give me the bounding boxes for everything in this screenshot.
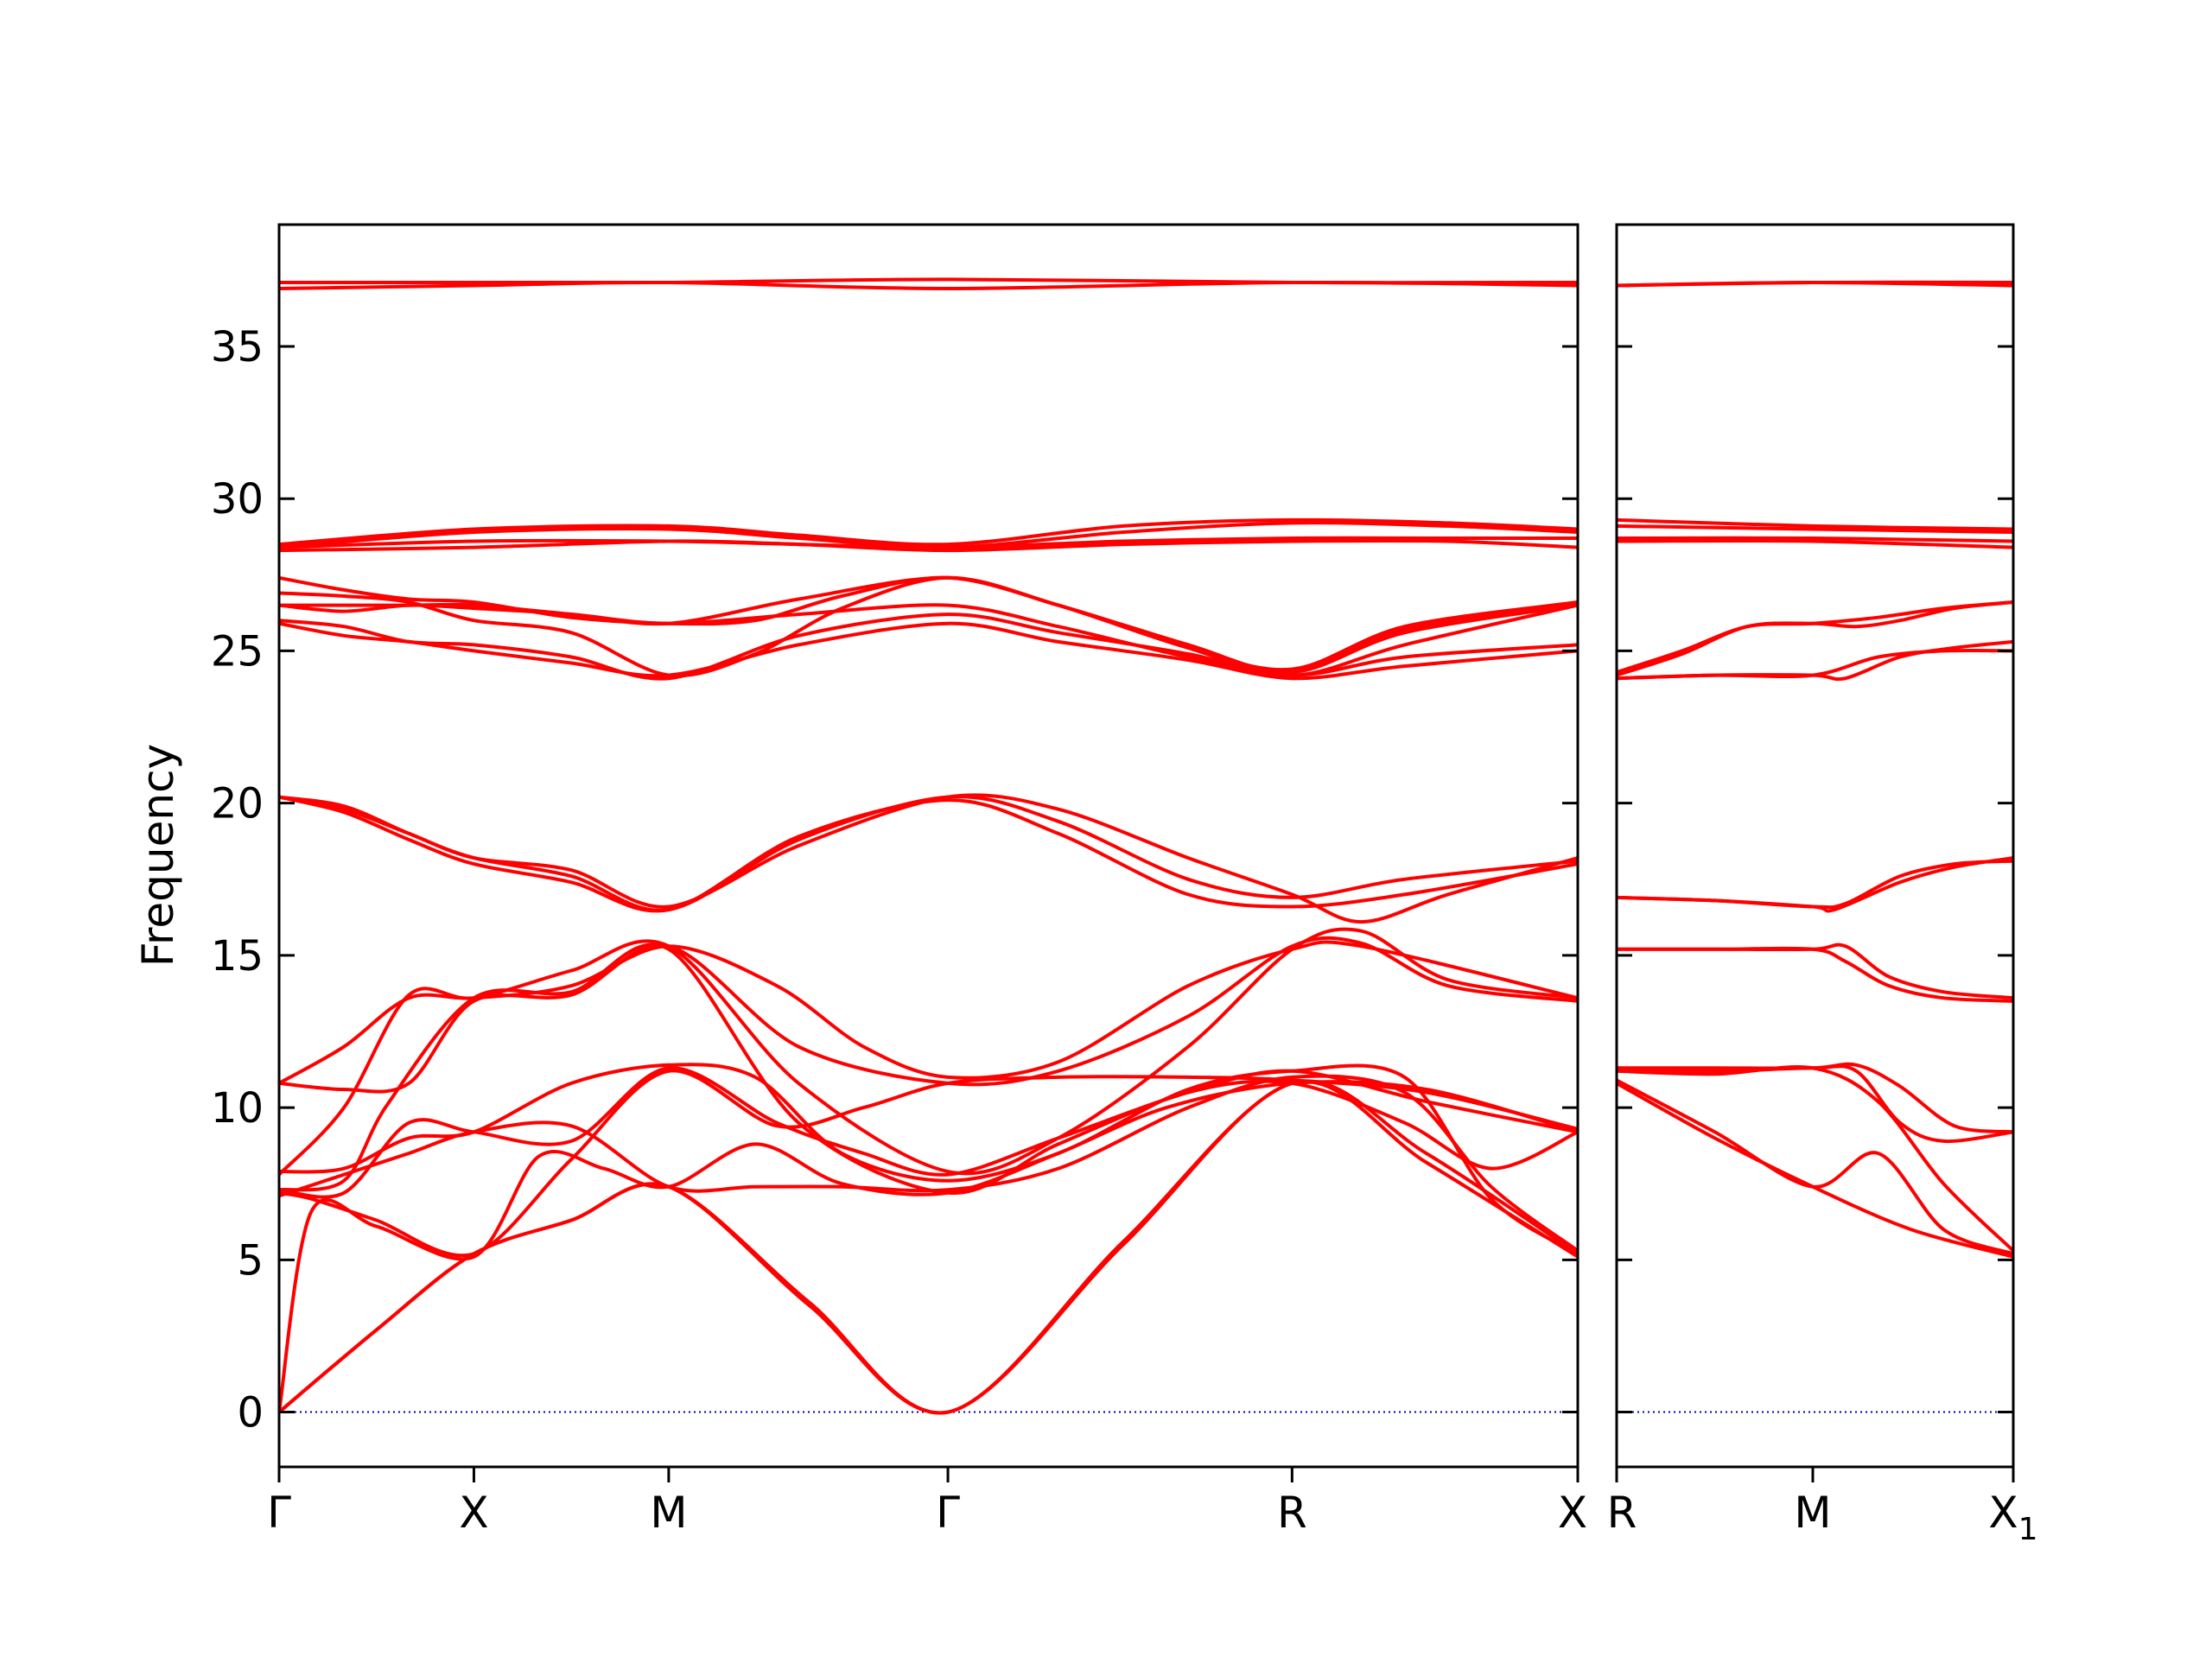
band-line-1 [1617, 1081, 2013, 1259]
band-line-2 [1617, 1078, 2013, 1256]
x-tick-label: M [1794, 1488, 1831, 1538]
band-line-6 [279, 1063, 1578, 1256]
band-line-15 [1617, 536, 2013, 543]
band-line-11 [1617, 600, 2013, 677]
x-tick-label: Γ [936, 1488, 960, 1538]
band-line-9 [279, 936, 1578, 1094]
bands-group [1617, 280, 2013, 1259]
band-line-3 [279, 1080, 1578, 1414]
x-tick-label: X [459, 1488, 488, 1538]
band-line-17 [1617, 517, 2013, 531]
band-line-4 [279, 1069, 1578, 1258]
y-tick-label: 20 [211, 780, 264, 828]
band-line-18 [279, 575, 1578, 675]
y-tick-label: 0 [237, 1389, 264, 1438]
x-tick-label-subscript: 1 [2018, 1512, 2038, 1547]
band-line-16 [1617, 524, 2013, 534]
band-line-24 [279, 517, 1578, 547]
band-line-20 [279, 575, 1578, 677]
band-line-14 [279, 795, 1578, 913]
band-line-3 [1617, 1065, 2013, 1253]
band-line-10 [279, 927, 1578, 1177]
band-line-4 [1617, 1064, 2013, 1144]
band-line-9 [1617, 856, 2013, 913]
band-line-13 [279, 795, 1578, 912]
band-line-13 [1617, 639, 2013, 682]
x-tick-label: X1 [1988, 1488, 2037, 1547]
y-tick-label: 15 [211, 932, 264, 981]
x-tick-label: M [650, 1488, 687, 1538]
band-line-11 [279, 940, 1578, 1085]
x-tick-label: X [1558, 1488, 1587, 1538]
y-tick-label: 35 [211, 323, 264, 371]
band-line-23 [279, 521, 1578, 549]
y-tick-label: 30 [211, 475, 264, 524]
band-line-5 [1617, 1062, 2013, 1134]
y-tick-label: 10 [211, 1084, 264, 1133]
plot-frame [1615, 223, 2015, 1469]
y-tick-label: 25 [211, 627, 264, 676]
panel-1: 0 5 10 15 20 25 30 35 Γ X M Γ R X [211, 223, 1587, 1538]
band-line-15 [279, 621, 1578, 681]
panel-2: R M X1 [1607, 223, 2038, 1547]
band-line-7 [279, 1074, 1578, 1253]
band-line-19 [1617, 280, 2013, 288]
band-line-7 [1617, 943, 2013, 1000]
x-tick-label: Γ [267, 1488, 291, 1538]
plot-frame [277, 223, 1580, 1469]
band-line-14 [1617, 539, 2013, 549]
y-axis-label: Frequency [133, 744, 183, 967]
band-line-21 [279, 538, 1578, 553]
bands-group [279, 277, 1578, 1415]
y-tick-label: 5 [237, 1236, 264, 1285]
band-line-26 [279, 277, 1578, 285]
x-tick-label: R [1607, 1488, 1637, 1538]
band-line-8 [279, 943, 1578, 1195]
band-line-19 [279, 575, 1578, 678]
band-line-10 [1617, 600, 2013, 675]
x-tick-label: R [1277, 1488, 1307, 1538]
